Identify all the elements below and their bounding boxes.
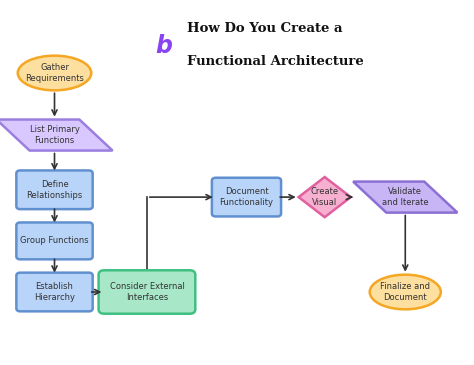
Polygon shape (353, 181, 457, 212)
Text: Finalize and
Document: Finalize and Document (380, 282, 430, 302)
Text: Gather
Requirements: Gather Requirements (25, 63, 84, 83)
Text: Validate
and Iterate: Validate and Iterate (382, 187, 428, 207)
Polygon shape (0, 120, 113, 150)
FancyBboxPatch shape (17, 170, 92, 209)
Text: Functional Architecture: Functional Architecture (187, 55, 364, 68)
FancyBboxPatch shape (17, 273, 92, 311)
Text: Define
Relationships: Define Relationships (27, 180, 82, 200)
Text: List Primary
Functions: List Primary Functions (29, 125, 80, 145)
FancyBboxPatch shape (99, 270, 195, 314)
Text: Document
Functionality: Document Functionality (219, 187, 273, 207)
Text: b: b (155, 34, 172, 58)
Text: Consider External
Interfaces: Consider External Interfaces (109, 282, 184, 302)
Ellipse shape (18, 56, 91, 90)
Polygon shape (299, 177, 351, 217)
Text: How Do You Create a: How Do You Create a (187, 22, 343, 35)
FancyBboxPatch shape (17, 222, 92, 259)
Text: Create
Visual: Create Visual (310, 187, 339, 207)
Text: Establish
Hierarchy: Establish Hierarchy (34, 282, 75, 302)
FancyBboxPatch shape (212, 178, 281, 216)
Ellipse shape (370, 274, 441, 310)
Text: Group Functions: Group Functions (20, 237, 89, 245)
